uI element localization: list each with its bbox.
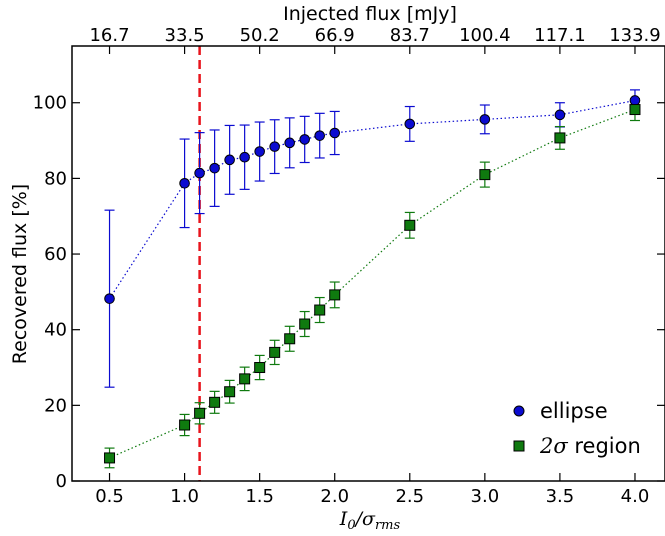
data-point-ellipse bbox=[299, 134, 310, 145]
legend-label-2sigma: 2σ region bbox=[539, 434, 641, 458]
data-point-2sigma bbox=[329, 289, 341, 301]
data-point-2sigma bbox=[479, 169, 491, 181]
data-point-2sigma bbox=[284, 333, 296, 345]
y-tick-label: 100 bbox=[33, 93, 67, 114]
ticks-layer: 0.5 1.0 1.5 2.0 2.5 3.0 3.5 4.0 16.7 33.5 50.2 66.9… bbox=[33, 25, 665, 507]
legend-label-2sigma-text: region bbox=[568, 434, 641, 458]
x-tick-label: 3.0 bbox=[471, 486, 500, 507]
top-axis-title: Injected flux [mJy] bbox=[283, 3, 457, 25]
data-point-ellipse bbox=[104, 293, 115, 304]
data-point-2sigma bbox=[299, 318, 311, 330]
series-line-2sigma bbox=[109, 108, 636, 459]
legend-label-ellipse: ellipse bbox=[540, 399, 608, 423]
series-lines-layer bbox=[108, 99, 636, 459]
y-tick-label: 40 bbox=[44, 320, 67, 341]
data-point-2sigma bbox=[554, 132, 566, 144]
top-x-tick-label: 83.7 bbox=[390, 25, 430, 46]
data-point-2sigma bbox=[254, 362, 266, 374]
top-x-tick-label: 66.9 bbox=[315, 25, 355, 46]
data-point-ellipse bbox=[239, 151, 250, 163]
x-axis-title-slash: /σ bbox=[354, 508, 376, 530]
data-point-ellipse bbox=[479, 114, 491, 125]
data-point-ellipse bbox=[194, 167, 205, 179]
data-point-ellipse bbox=[224, 154, 235, 166]
top-x-tick-label: 133.9 bbox=[609, 25, 661, 46]
data-point-2sigma bbox=[104, 452, 116, 464]
x-tick-label: 3.5 bbox=[546, 486, 575, 507]
top-x-tick-label: 33.5 bbox=[165, 25, 205, 46]
x-tick-label: 1.0 bbox=[170, 486, 199, 507]
data-point-ellipse bbox=[554, 109, 566, 121]
data-point-2sigma bbox=[404, 219, 416, 231]
x-tick-label: 2.5 bbox=[395, 486, 424, 507]
data-point-2sigma bbox=[314, 304, 326, 316]
legend-marker-ellipse bbox=[513, 405, 525, 417]
data-point-2sigma bbox=[179, 419, 191, 431]
x-axis-title-sub1: 0 bbox=[347, 518, 355, 533]
data-point-ellipse bbox=[254, 146, 265, 157]
x-axis-title: I0/σrms bbox=[339, 508, 401, 533]
x-tick-label: 0.5 bbox=[95, 486, 124, 507]
data-point-2sigma bbox=[209, 396, 221, 408]
top-x-tick-label: 100.4 bbox=[459, 25, 511, 46]
data-point-2sigma bbox=[194, 407, 206, 419]
data-point-ellipse bbox=[629, 95, 641, 106]
data-point-2sigma bbox=[224, 386, 236, 398]
x-tick-label: 1.5 bbox=[245, 486, 274, 507]
y-tick-label: 60 bbox=[44, 244, 67, 265]
data-point-ellipse bbox=[329, 127, 341, 139]
data-point-ellipse bbox=[314, 130, 326, 141]
y-axis-title: Recovered flux [%] bbox=[9, 184, 31, 364]
legend: ellipse 2σ region bbox=[513, 399, 641, 458]
top-x-tick-label: 50.2 bbox=[240, 25, 280, 46]
x-tick-label: 4.0 bbox=[621, 486, 650, 507]
data-point-2sigma bbox=[629, 104, 641, 116]
y-tick-label: 0 bbox=[56, 471, 67, 492]
data-point-ellipse bbox=[404, 118, 416, 130]
data-point-ellipse bbox=[209, 162, 220, 174]
x-axis-title-sub2: rms bbox=[375, 518, 401, 533]
top-x-tick-label: 117.1 bbox=[534, 25, 586, 46]
data-point-2sigma bbox=[239, 373, 251, 385]
data-point-2sigma bbox=[269, 346, 281, 358]
data-point-ellipse bbox=[284, 137, 295, 149]
series-line-ellipse bbox=[108, 99, 636, 300]
legend-label-2sigma-symbol: 2σ bbox=[539, 434, 568, 458]
plot-frame bbox=[71, 45, 665, 482]
x-tick-label: 2.0 bbox=[320, 486, 349, 507]
markers-layer bbox=[104, 95, 641, 464]
legend-marker-2sigma bbox=[513, 440, 525, 452]
y-tick-label: 20 bbox=[44, 395, 67, 416]
data-point-ellipse bbox=[179, 178, 190, 189]
data-point-ellipse bbox=[269, 141, 280, 152]
top-x-tick-label: 16.7 bbox=[89, 25, 129, 46]
x-axis-title-main: I bbox=[339, 508, 348, 530]
y-tick-label: 80 bbox=[44, 168, 67, 189]
